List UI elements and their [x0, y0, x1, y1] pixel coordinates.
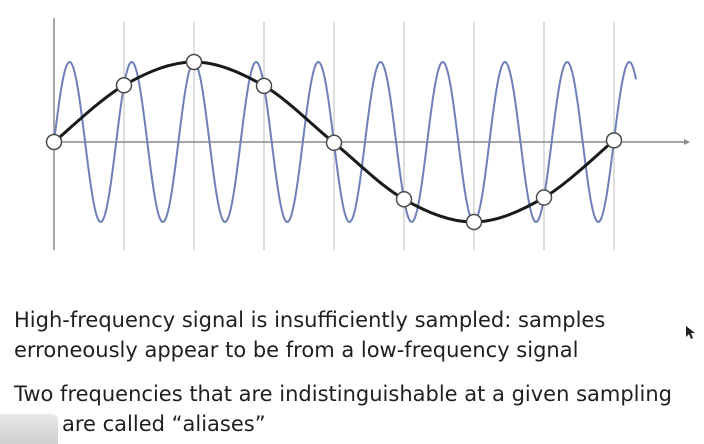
caption-line-4: are called “aliases”: [62, 412, 266, 436]
sample-point: [255, 77, 273, 95]
sample-point: [395, 191, 413, 208]
sample-point: [465, 213, 483, 231]
sample-point: [535, 189, 553, 206]
aliasing-diagram: [45, 18, 690, 250]
caption-line-1: High-frequency signal is insufficiently …: [14, 308, 606, 332]
sample-markers: [45, 53, 623, 231]
sample-point: [115, 77, 133, 94]
corner-overlay: [0, 414, 58, 444]
sample-point: [325, 134, 343, 152]
sample-point: [45, 133, 63, 151]
caption-line-2: erroneously appear to be from a low-freq…: [14, 338, 579, 362]
x-axis-arrow-icon: [684, 139, 690, 145]
caption-line-3: Two frequencies that are indistinguishab…: [14, 382, 672, 406]
mouse-cursor-icon: [686, 326, 695, 339]
high-frequency-signal: [53, 60, 637, 224]
sample-point: [185, 53, 203, 71]
sample-point: [605, 132, 623, 149]
